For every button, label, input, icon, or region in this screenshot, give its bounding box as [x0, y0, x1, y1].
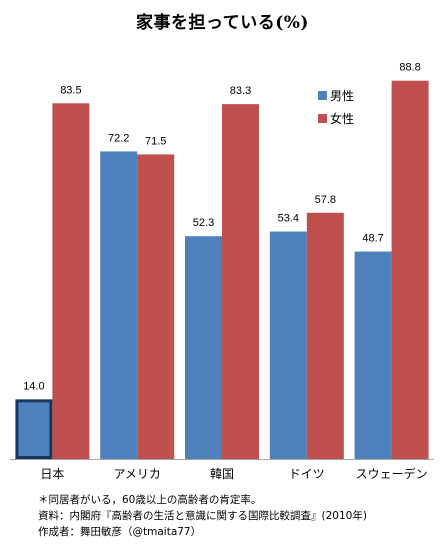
legend-swatch-male	[318, 91, 327, 100]
bar-female-4	[391, 80, 429, 459]
value-label-male-4: 48.7	[362, 233, 383, 245]
value-label-female-1: 71.5	[145, 135, 166, 147]
value-label-female-4: 88.8	[399, 62, 420, 74]
value-label-male-2: 52.3	[193, 217, 214, 229]
value-label-male-0: 14.0	[23, 380, 44, 392]
legend-label-female: 女性	[330, 111, 354, 126]
legend-swatch-female	[318, 114, 327, 123]
bar-female-1	[137, 154, 175, 459]
x-tick-label-3: ドイツ	[289, 467, 325, 481]
x-tick-label-4: スウェーデン	[356, 466, 428, 481]
value-label-female-3: 57.8	[315, 194, 336, 206]
bar-male-4	[354, 251, 392, 459]
value-label-male-3: 53.4	[278, 213, 299, 225]
value-label-female-2: 83.3	[230, 85, 251, 97]
bars	[15, 80, 429, 460]
x-tick-labels: 日本 アメリカ 韓国 ドイツ スウェーデン	[40, 466, 427, 481]
value-label-male-1: 72.2	[108, 132, 129, 144]
footnote-definition: ＊同居者がいる，60歳以上の高齢者の肯定率。	[38, 494, 262, 506]
value-labels: 14.0 83.5 72.2 71.5 52.3 83.3 53.4 57.8 48.7 88.8	[23, 62, 421, 393]
value-label-female-0: 83.5	[60, 84, 81, 96]
bar-male-1	[100, 151, 138, 460]
x-tick-label-0: 日本	[40, 467, 64, 481]
chart-title: 家事を担っている(%)	[136, 13, 309, 33]
bar-male-0	[15, 399, 53, 459]
bar-male-3	[269, 231, 307, 459]
bar-female-0	[52, 103, 90, 459]
footnote-source: 資料：内閣府『高齢者の生活と意識に関する国際比較調査』(2010年)	[38, 510, 367, 522]
bar-female-3	[306, 212, 344, 459]
footnote-author: 作成者：舞田敏彦（@tmaita77）	[38, 526, 202, 538]
x-tick-label-1: アメリカ	[113, 467, 160, 481]
x-tick-label-2: 韓国	[210, 467, 234, 481]
bar-male-2	[185, 236, 222, 459]
footnotes: ＊同居者がいる，60歳以上の高齢者の肯定率。 資料：内閣府『高齢者の生活と意識に…	[38, 492, 367, 540]
bar-female-2	[222, 104, 259, 459]
legend-label-male: 男性	[330, 89, 354, 103]
